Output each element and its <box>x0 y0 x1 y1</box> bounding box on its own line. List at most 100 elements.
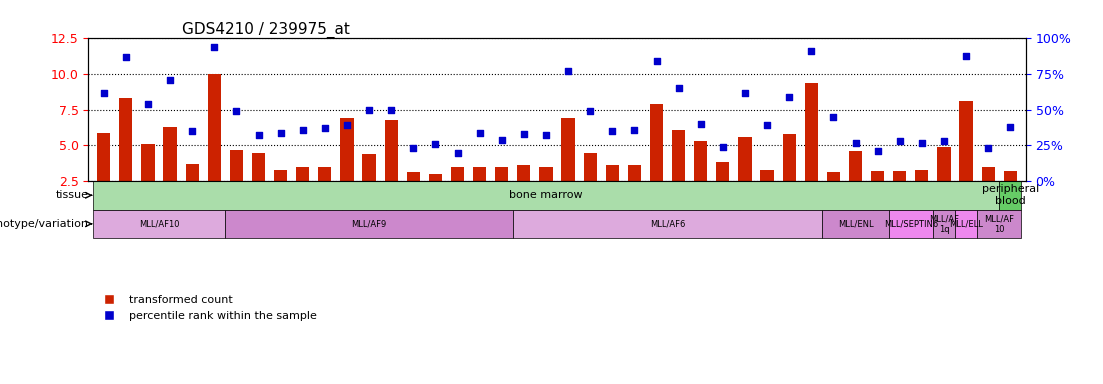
Point <box>825 114 843 120</box>
Bar <box>827 172 840 181</box>
Bar <box>296 167 309 181</box>
Text: tissue: tissue <box>55 190 88 200</box>
Bar <box>451 167 464 181</box>
Bar <box>738 137 751 181</box>
Bar <box>363 154 376 181</box>
Bar <box>915 170 929 181</box>
FancyBboxPatch shape <box>999 181 1021 210</box>
Bar <box>805 83 818 181</box>
Point <box>758 122 775 129</box>
Text: MLL/AF6: MLL/AF6 <box>650 219 685 228</box>
Point <box>427 141 445 147</box>
Bar <box>407 172 420 181</box>
FancyBboxPatch shape <box>955 210 977 238</box>
Text: MLL/AF
1q: MLL/AF 1q <box>929 214 959 233</box>
Point <box>139 101 157 107</box>
Bar <box>539 167 553 181</box>
Point <box>891 138 909 144</box>
Bar <box>207 74 221 181</box>
Bar <box>893 171 907 181</box>
Bar <box>97 132 110 181</box>
Bar <box>760 170 773 181</box>
Point <box>537 132 555 139</box>
Point <box>559 68 577 74</box>
Point <box>161 77 179 83</box>
Bar <box>495 167 508 181</box>
Text: peripheral
blood: peripheral blood <box>982 184 1039 206</box>
Bar <box>982 167 995 181</box>
FancyBboxPatch shape <box>823 210 889 238</box>
Point <box>869 148 887 154</box>
Point <box>803 48 821 54</box>
Bar <box>318 167 332 181</box>
Point <box>603 128 621 134</box>
Bar <box>672 130 685 181</box>
Bar <box>871 171 885 181</box>
Bar <box>274 170 287 181</box>
Text: MLL/ELL: MLL/ELL <box>950 219 983 228</box>
Point <box>847 139 865 146</box>
Point <box>383 107 400 113</box>
Bar <box>628 166 641 181</box>
Text: MLL/AF10: MLL/AF10 <box>139 219 180 228</box>
Point <box>271 129 289 136</box>
FancyBboxPatch shape <box>225 210 513 238</box>
Text: MLL/SEPTIN6: MLL/SEPTIN6 <box>884 219 938 228</box>
Point <box>670 85 687 91</box>
Bar <box>782 134 796 181</box>
Bar <box>251 152 265 181</box>
Point <box>361 107 378 113</box>
Bar <box>650 104 663 181</box>
Text: MLL/AF9: MLL/AF9 <box>352 219 387 228</box>
Point <box>117 54 135 60</box>
Point <box>647 58 665 64</box>
Bar <box>141 144 154 181</box>
Bar <box>229 150 243 181</box>
Point <box>581 108 599 114</box>
Legend: transformed count, percentile rank within the sample: transformed count, percentile rank withi… <box>94 291 322 325</box>
Bar <box>849 151 863 181</box>
Point <box>625 127 643 133</box>
Text: genotype/variation: genotype/variation <box>0 219 88 229</box>
Text: MLL/AF
10: MLL/AF 10 <box>984 214 1015 233</box>
Point <box>227 108 245 114</box>
Point <box>249 132 267 139</box>
Point <box>935 138 953 144</box>
Bar <box>517 166 531 181</box>
FancyBboxPatch shape <box>513 210 823 238</box>
Bar <box>341 118 354 181</box>
Bar <box>1004 171 1017 181</box>
Text: GDS4210 / 239975_at: GDS4210 / 239975_at <box>182 22 350 38</box>
Bar <box>163 127 176 181</box>
Point <box>205 44 223 50</box>
Bar <box>694 141 707 181</box>
Point <box>183 128 201 134</box>
Point <box>1002 124 1019 130</box>
Bar <box>473 167 486 181</box>
Point <box>317 125 334 131</box>
Point <box>515 131 533 137</box>
Text: MLL/ENL: MLL/ENL <box>837 219 874 228</box>
FancyBboxPatch shape <box>977 210 1021 238</box>
Point <box>913 139 931 146</box>
Point <box>780 94 797 100</box>
Bar <box>185 164 199 181</box>
Point <box>979 145 997 151</box>
Point <box>957 53 975 59</box>
Point <box>339 122 356 129</box>
Point <box>471 129 489 136</box>
FancyBboxPatch shape <box>93 181 999 210</box>
Point <box>692 121 709 127</box>
Point <box>293 127 311 133</box>
Point <box>714 144 731 150</box>
FancyBboxPatch shape <box>93 210 225 238</box>
Bar <box>716 162 729 181</box>
Point <box>493 137 511 143</box>
Bar <box>960 101 973 181</box>
Bar <box>119 98 132 181</box>
Bar <box>583 152 597 181</box>
Bar <box>561 118 575 181</box>
Bar <box>938 147 951 181</box>
Bar <box>385 120 398 181</box>
FancyBboxPatch shape <box>933 210 955 238</box>
